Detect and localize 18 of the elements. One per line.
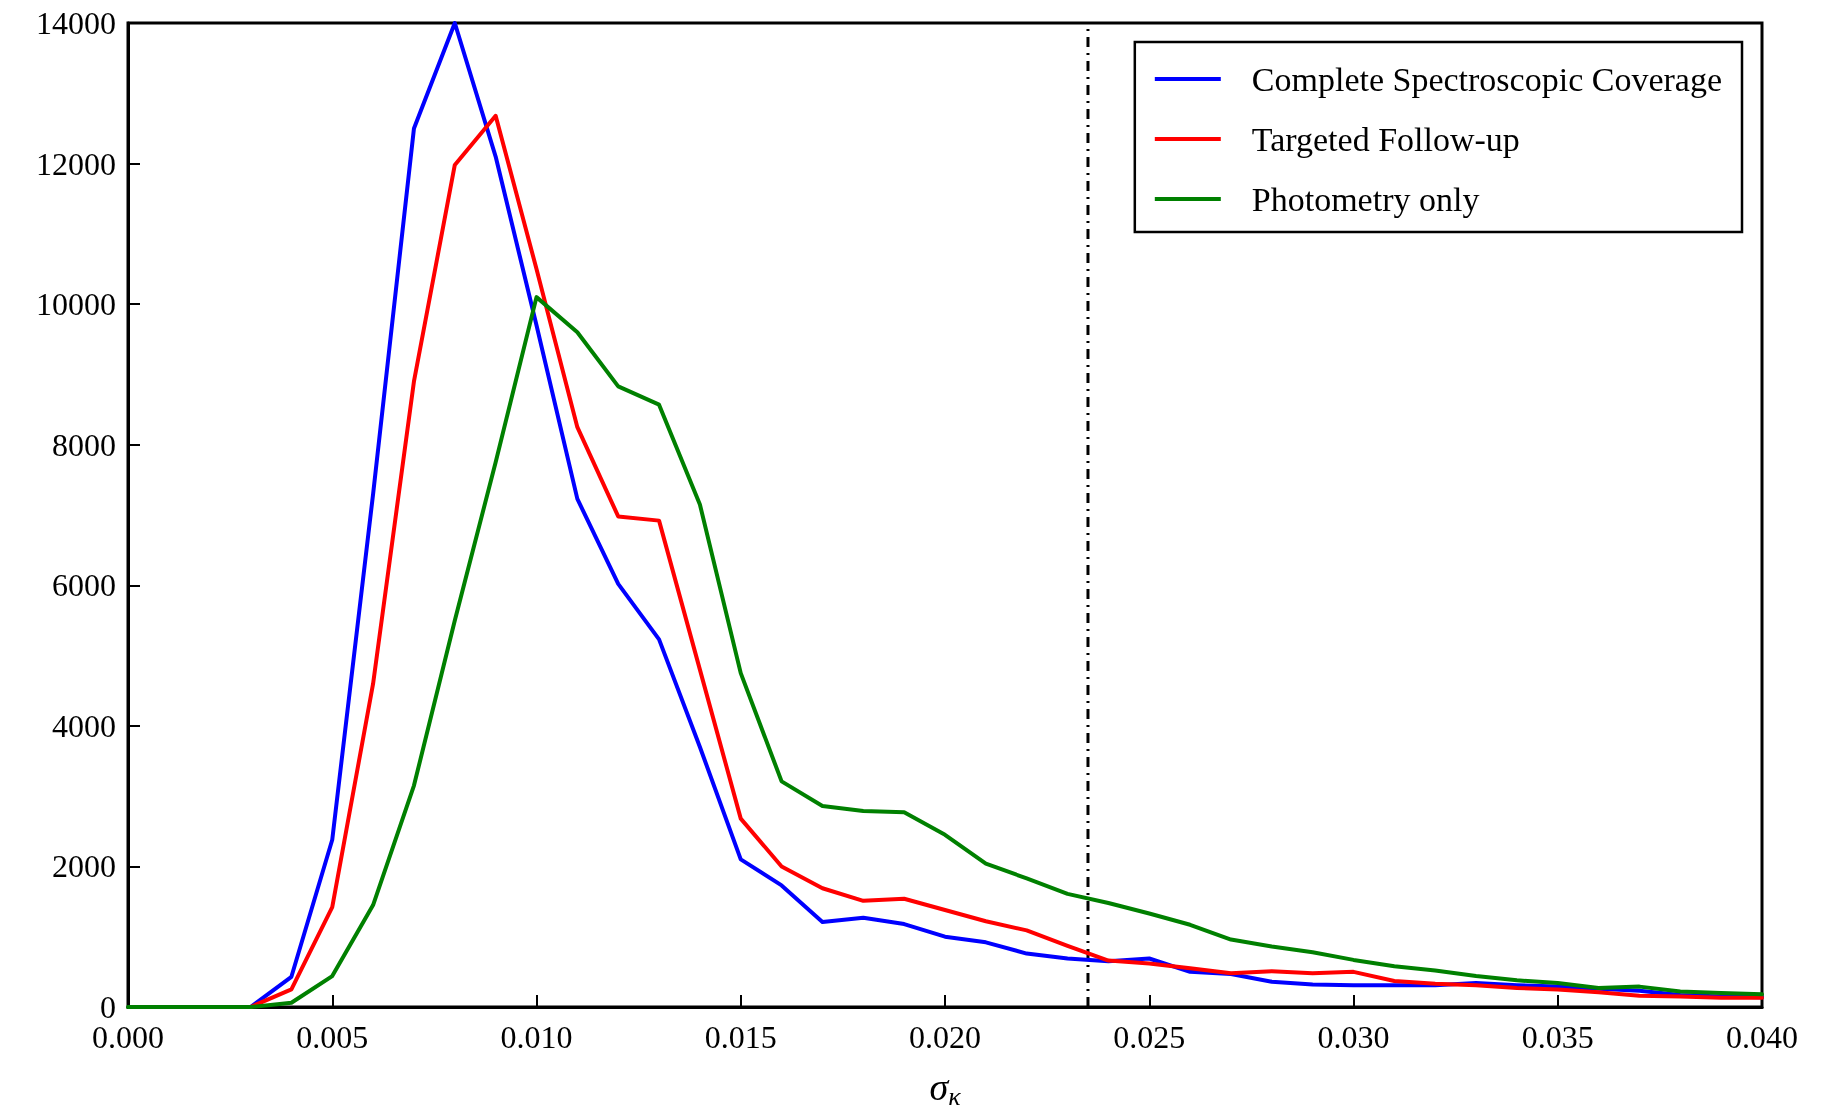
x-tick-label: 0.035 <box>1521 1019 1594 1055</box>
legend-label: Targeted Follow-up <box>1251 120 1520 158</box>
x-tick-label: 0.020 <box>909 1019 981 1055</box>
y-tick-label: 6000 <box>52 567 116 604</box>
y-tick-label: 12000 <box>36 145 116 182</box>
y-tick-label: 4000 <box>52 707 116 744</box>
y-tick-label: 8000 <box>52 426 116 463</box>
x-tick-label: 0.025 <box>1113 1019 1186 1055</box>
y-tick-label: 2000 <box>52 848 116 885</box>
legend-label: Complete Spectroscopic Coverage <box>1251 60 1723 98</box>
x-tick-label: 0.030 <box>1317 1019 1390 1055</box>
x-tick-label: 0.015 <box>704 1019 777 1055</box>
legend-label: Photometry only <box>1251 180 1480 218</box>
y-tick-label: 10000 <box>36 286 116 323</box>
y-tick-label: 14000 <box>36 5 116 41</box>
x-tick-label: 0.005 <box>296 1019 369 1055</box>
x-tick-label: 0.040 <box>1726 1019 1798 1055</box>
x-tick-label: 0.010 <box>500 1019 573 1055</box>
